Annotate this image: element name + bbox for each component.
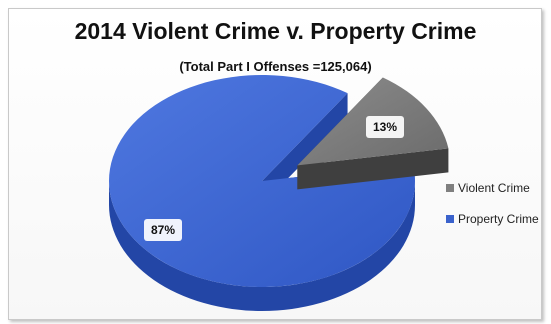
legend-swatch-violent-crime [446,183,454,192]
pie-slice-side-property-crime [109,181,415,311]
legend-swatch-property-crime [446,214,454,223]
legend-item-property-crime: Property Crime [446,209,539,228]
data-label-box-violent-crime [366,116,404,138]
data-label-property-crime: 87% [144,219,182,241]
data-label-text-violent-crime: 13% [373,120,397,134]
chart-title: 2014 Violent Crime v. Property Crime [74,18,477,44]
legend-label-property-crime: Property Crime [458,211,539,226]
data-label-box-property-crime [144,219,182,241]
pie-slice-property-crime [108,74,415,311]
pie-slice-wall-property-crime [262,93,348,205]
pie-slice-wall-violent-crime [297,148,449,190]
legend: Violent Crime Property Crime [446,178,539,240]
data-label-violent-crime: 13% [366,116,404,138]
legend-item-violent-crime: Violent Crime [446,178,539,197]
legend-label-violent-crime: Violent Crime [458,180,530,195]
data-label-text-property-crime: 87% [151,223,175,237]
chart-subtitle: (Total Part I Offenses =125,064) [179,59,372,74]
pie-slice-top-property-crime [108,74,415,288]
